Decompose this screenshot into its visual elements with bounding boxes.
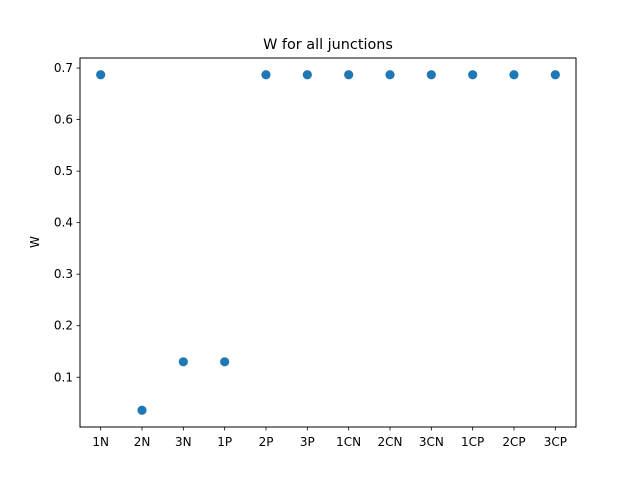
x-tick-label: 1P — [217, 435, 232, 449]
x-tick-label: 3CN — [419, 435, 444, 449]
y-tick-label: 0.5 — [54, 164, 73, 178]
x-tick-label: 3P — [300, 435, 315, 449]
x-tick-label: 1N — [92, 435, 109, 449]
y-tick-label: 0.1 — [54, 370, 73, 384]
chart-title: W for all junctions — [263, 37, 393, 53]
y-axis-label: W — [28, 236, 42, 248]
data-point — [385, 70, 395, 80]
y-tick-label: 0.7 — [54, 61, 73, 75]
data-point — [344, 70, 354, 80]
x-tick-label: 2CN — [378, 435, 403, 449]
data-point — [426, 70, 436, 80]
data-point — [302, 70, 312, 80]
data-point — [261, 70, 271, 80]
data-point — [137, 405, 147, 415]
x-tick-label: 2N — [134, 435, 151, 449]
data-point — [509, 70, 519, 80]
x-tick-label: 3N — [175, 435, 192, 449]
y-tick-label: 0.2 — [54, 319, 73, 333]
data-point — [220, 357, 230, 367]
y-tick-label: 0.4 — [54, 216, 73, 230]
data-point — [96, 70, 106, 80]
data-points — [96, 70, 560, 415]
x-tick-label: 2P — [259, 435, 274, 449]
data-point — [178, 357, 188, 367]
plot-frame — [79, 57, 577, 428]
data-point — [550, 70, 560, 80]
x-tick-label: 2CP — [502, 435, 525, 449]
y-axis: 0.1 0.2 0.3 0.4 0.5 0.6 0.7 — [54, 61, 80, 384]
x-axis: 1N 2N 3N 1P 2P 3P 1CN 2CN 3CN 1CP 2CP 3CP — [92, 427, 567, 449]
data-point — [468, 70, 478, 80]
x-tick-label: 3CP — [544, 435, 567, 449]
y-tick-label: 0.3 — [54, 267, 73, 281]
x-tick-label: 1CN — [336, 435, 361, 449]
x-tick-label: 1CP — [461, 435, 484, 449]
y-tick-label: 0.6 — [54, 113, 73, 127]
